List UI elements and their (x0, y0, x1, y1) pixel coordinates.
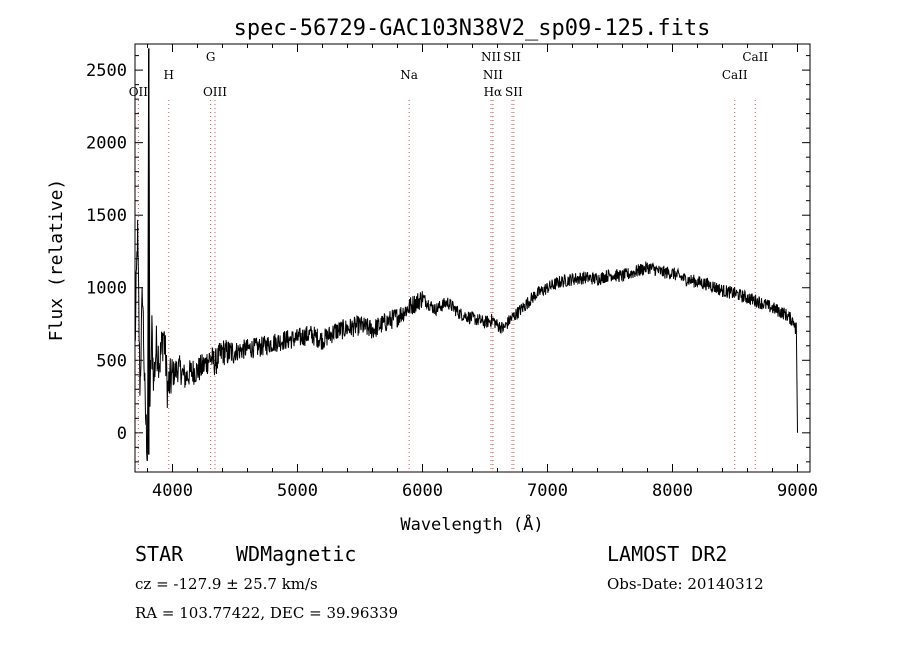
obs-date-text: Obs-Date: 20140312 (607, 575, 764, 593)
spectral-line-label: H (164, 68, 174, 82)
spectral-line-label: CaII (722, 68, 748, 82)
x-tick-label: 4000 (152, 481, 193, 501)
redshift-text: cz = -127.9 ± 25.7 km/s (135, 575, 318, 593)
x-tick-label: 9000 (777, 481, 818, 501)
x-tick-label: 7000 (527, 481, 568, 501)
chart-title: spec-56729-GAC103N38V2_sp09-125.fits (234, 16, 711, 41)
y-tick-label: 1500 (86, 206, 127, 226)
spectral-line-label: G (206, 50, 216, 64)
spectral-line-label: NII (483, 68, 503, 82)
y-tick-label: 2000 (86, 134, 127, 154)
spectrum-line (134, 85, 798, 462)
y-tick-label: 1000 (86, 279, 127, 299)
axis-ticks: 4000 5000 6000 7000 8000 9000 0 500 1000 1500 2000… (86, 44, 818, 501)
spectral-line-label: CaII (742, 50, 768, 64)
x-tick-label: 8000 (652, 481, 693, 501)
object-subclass: WDMagnetic (236, 542, 357, 566)
spectral-line-label: Hα (484, 85, 503, 99)
spectral-line-label: SII (503, 50, 521, 64)
coordinates-text: RA = 103.77422, DEC = 39.96339 (135, 604, 399, 622)
spectral-line-label: OII (129, 85, 149, 99)
spectral-line-label: Na (400, 68, 418, 82)
y-tick-label: 500 (96, 351, 127, 371)
y-axis-label: Flux (relative) (46, 179, 67, 342)
object-class: STAR (135, 542, 184, 566)
spectrum-series (134, 48, 798, 462)
x-axis-label: Wavelength (Å) (400, 513, 543, 535)
spectral-line-label: SII (505, 85, 523, 99)
x-tick-label: 5000 (277, 481, 318, 501)
spectral-line-label: NII (481, 50, 501, 64)
survey-name: LAMOST DR2 (607, 542, 728, 566)
plot-frame (134, 43, 811, 473)
x-tick-label: 6000 (402, 481, 443, 501)
spectral-line-label: OIII (203, 85, 227, 99)
y-tick-label: 0 (117, 424, 127, 444)
y-tick-label: 2500 (86, 61, 127, 81)
